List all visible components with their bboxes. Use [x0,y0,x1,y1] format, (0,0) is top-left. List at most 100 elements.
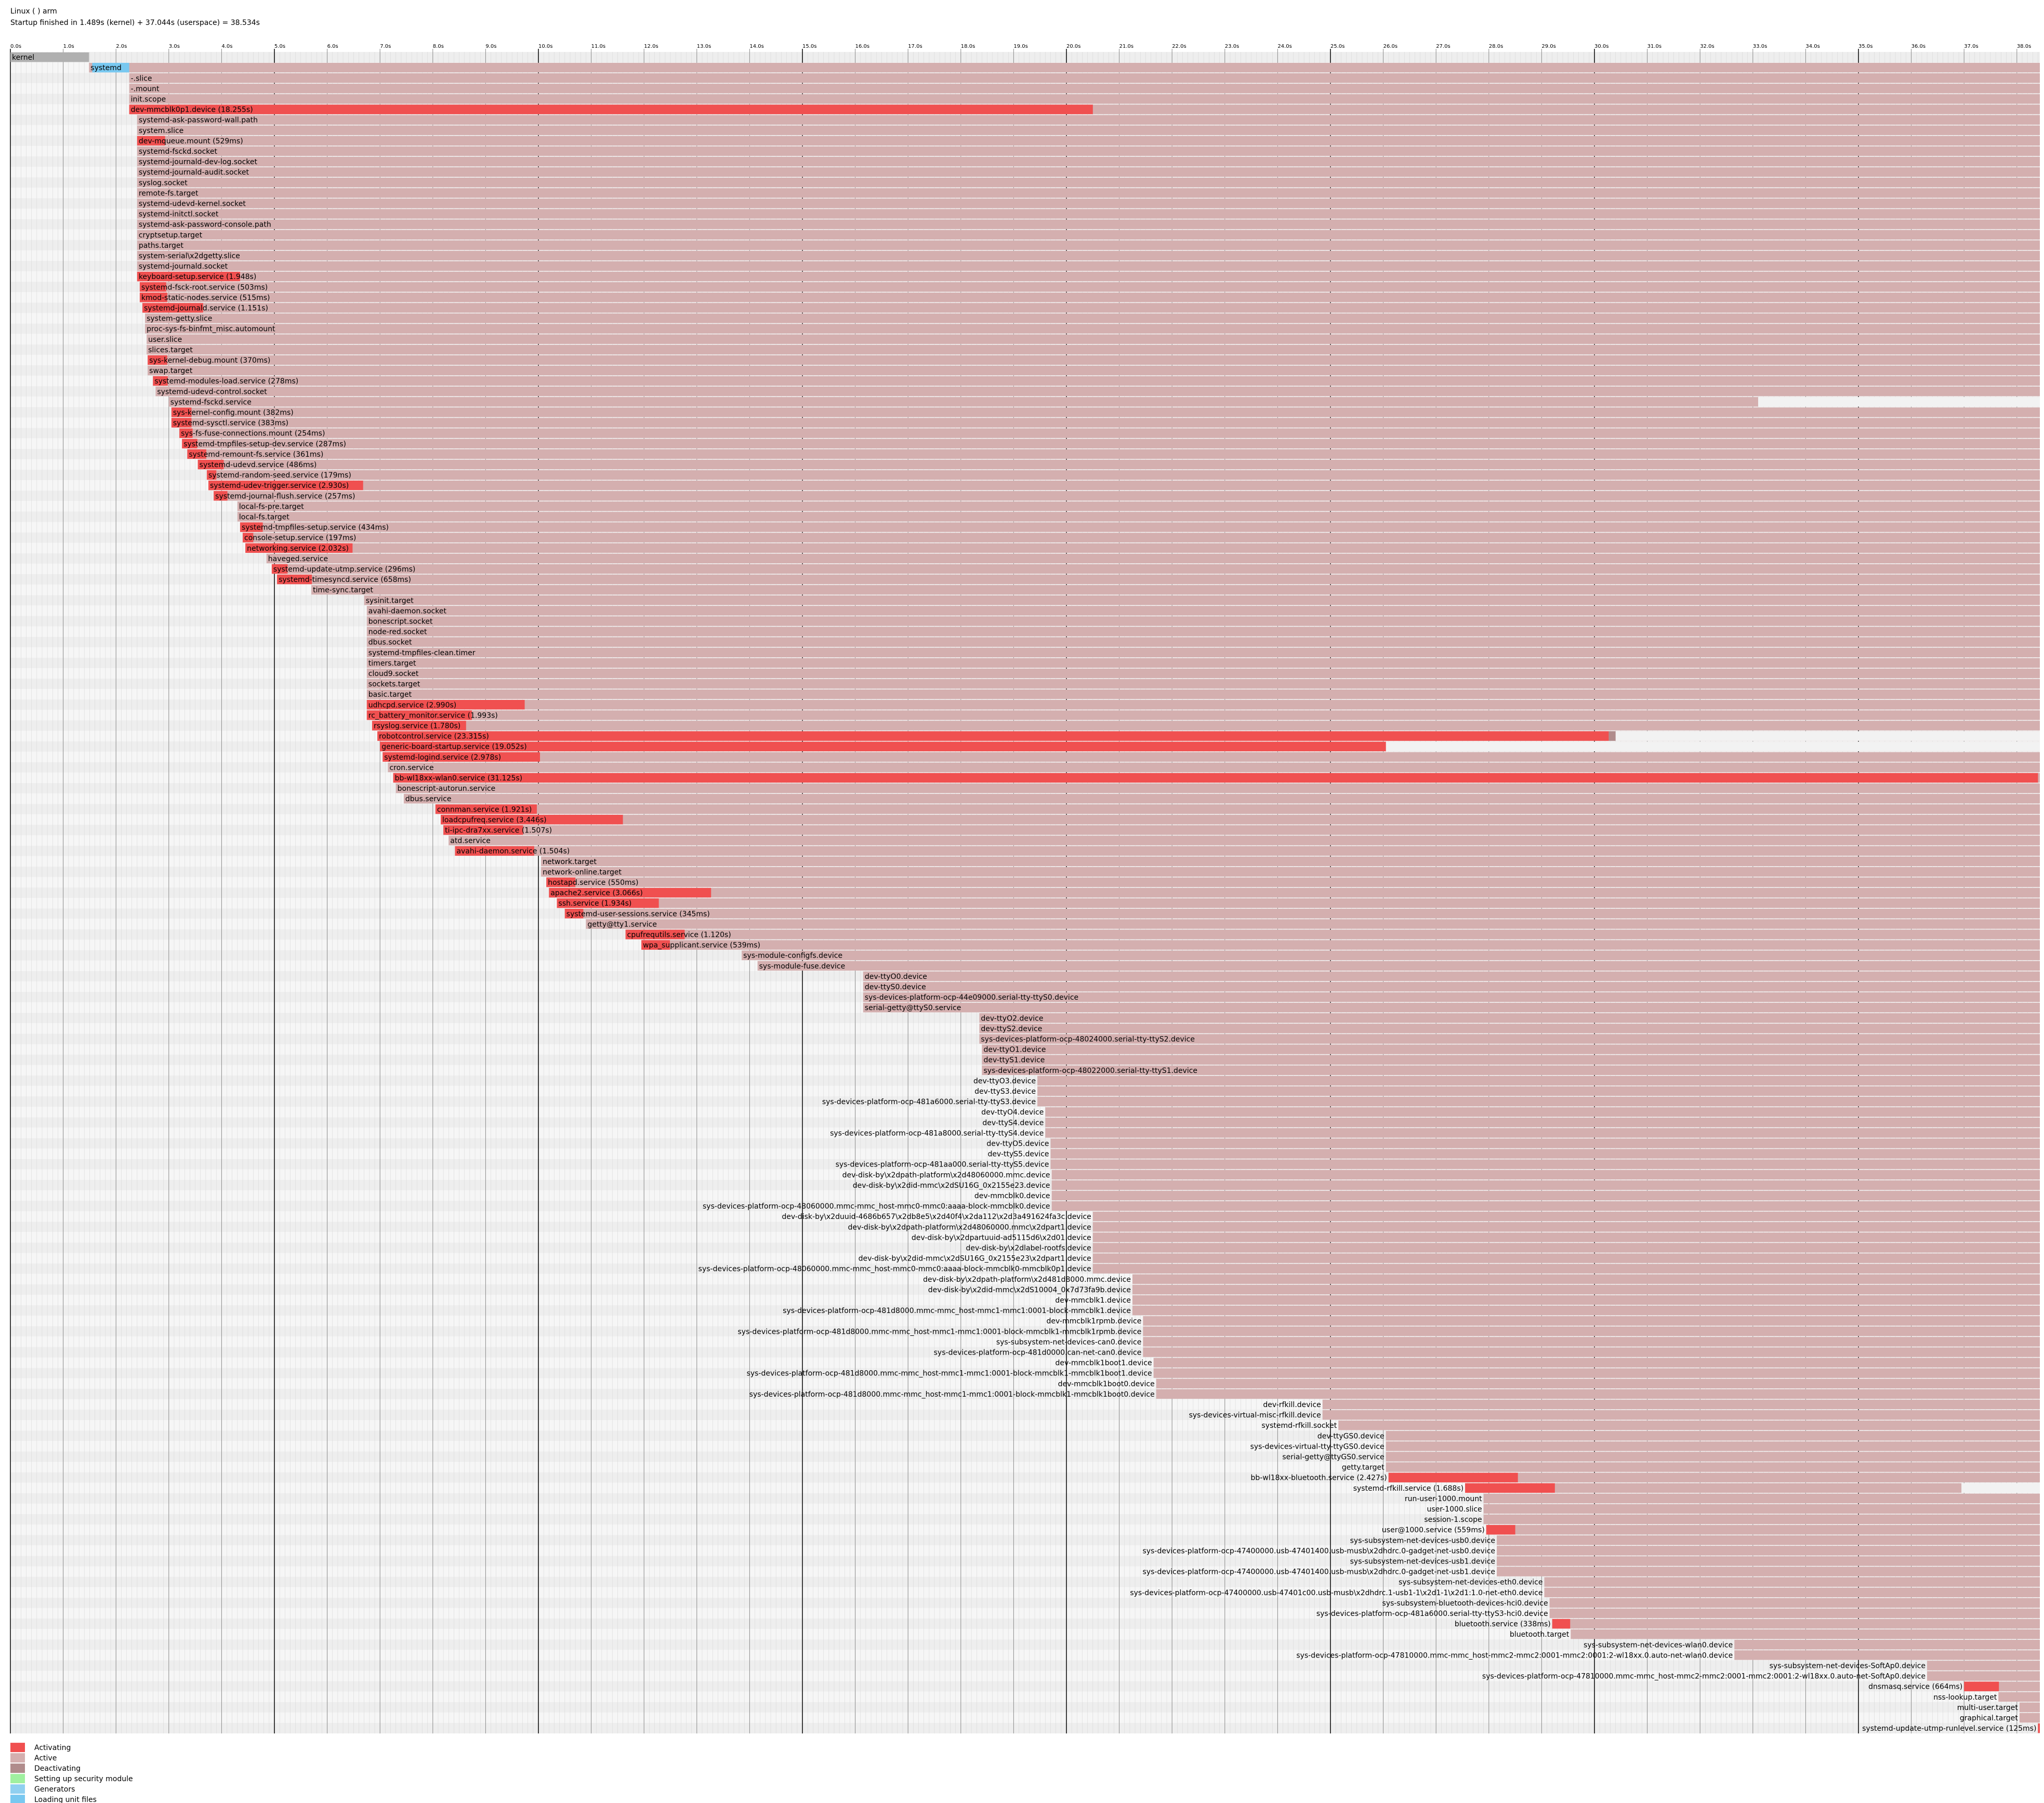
unit-label: systemd-fsckd.service [170,398,252,406]
unit-label: dev-disk-by\x2duuid-4686b657\x2db8e5\x2d… [782,1213,1091,1221]
unit-label: dev-ttyO4.device [981,1108,1044,1117]
unit-label: getty@tty1.service [587,920,657,929]
unit-bar-active [541,867,2040,877]
unit-label: system.slice [139,127,183,135]
unit-label: nss-lookup.target [1933,1693,1997,1702]
unit-label: bluetooth.target [1510,1630,1570,1639]
unit-bar-active [137,188,2040,198]
unit-label: loadcpufreq.service (3.446s) [442,816,547,824]
unit-label: rc_battery_monitor.service (1.993s) [368,711,498,720]
row-background [10,1629,2040,1640]
unit-bar-active [366,658,2040,668]
unit-label: sys-devices-virtual-tty-ttyGS0.device [1250,1442,1384,1451]
unit-bar-inactive [1961,1483,2040,1493]
unit-label: sys-subsystem-net-devices-SoftAp0.device [1770,1662,1926,1671]
unit-label: dev-rfkill.device [1263,1401,1321,1409]
unit-bar-active [179,428,2040,438]
unit-label: user.slice [148,336,182,344]
unit-label: systemd-journald.service (1.151s) [144,304,268,313]
unit-label: dev-ttyS2.device [981,1025,1042,1033]
unit-bar-active [1544,1587,2040,1597]
unit-bar-active [1483,1504,2040,1514]
unit-label: systemd-update-utmp.service (296ms) [273,565,415,574]
unit-bar-active [982,1044,2040,1054]
row-background [10,1723,2040,1734]
unit-bar-loading [92,62,129,73]
unit-bar-active [245,543,2040,553]
unit-label: systemd-timesyncd.service (658ms) [279,576,411,584]
unit-label: serial-getty@ttyGS0.service [1282,1453,1384,1462]
unit-bar-active [1544,1577,2040,1587]
unit-bar-active [541,856,2040,866]
unit-bar-active [1051,1190,2040,1201]
unit-label: sys-devices-platform-ocp-481d8000.mmc-mm… [749,1390,1155,1399]
tick-label: 5.0s [274,44,285,49]
tick-label: 28.0s [1489,44,1503,49]
unit-label: systemd-rfkill.socket [1262,1422,1337,1430]
unit-bar-active [311,585,2040,595]
unit-label: cryptsetup.target [139,231,203,240]
unit-bar-active [366,700,2040,710]
unit-label: systemd-modules-load.service (278ms) [154,377,298,386]
unit-bar-active [1465,1483,2040,1493]
unit-bar-active [1734,1650,2040,1660]
tick-label: 1.0s [63,44,74,49]
unit-label: ssh.service (1.934s) [559,899,632,908]
unit-label: systemd-journald-dev-log.socket [139,158,258,166]
unit-bar-active [982,1065,2040,1075]
unit-bar-active [1497,1556,2040,1566]
unit-label: getty.target [1342,1464,1384,1472]
unit-bar-active [1092,1243,2040,1253]
tick-label: 31.0s [1647,44,1661,49]
unit-bar-active [1153,1368,2040,1378]
unit-bar-activating [243,533,254,542]
unit-bar-active [137,146,2040,156]
tick-label: 17.0s [908,44,922,49]
tick-label: 20.0s [1066,44,1080,49]
unit-bar-activating [455,846,534,856]
unit-bar-activating [435,804,537,814]
unit-label: sys-devices-platform-ocp-47400000.usb-47… [1130,1589,1542,1597]
unit-bar-active [182,439,2040,448]
unit-label: user@1000.service (559ms) [1382,1526,1485,1534]
unit-label: graphical.target [1960,1714,2019,1722]
unit-label: sys-devices-virtual-misc-rfkill.device [1189,1411,1321,1420]
unit-bar-active [395,783,2040,793]
tick-label: 9.0s [485,44,496,49]
unit-bar-activating [245,543,353,553]
unit-bar-active [1045,1128,2040,1138]
unit-bar-activating [1486,1524,1515,1535]
unit-label: dev-mmcblk1rpmb.device [1046,1317,1141,1325]
unit-bar-active [557,898,2040,908]
unit-label: generic-board-startup.service (19.052s) [381,743,526,751]
unit-bar-active [366,710,2040,720]
unit-label: systemd-udevd-kernel.socket [139,200,246,208]
unit-bar-active [1927,1661,2040,1671]
legend-swatch-active [10,1753,25,1763]
unit-label: sys-devices-platform-ocp-48060000.mmc-mm… [703,1202,1050,1211]
unit-label: cron.service [389,764,433,772]
unit-label: sockets.target [368,680,420,688]
unit-label: systemd-ask-password-wall.path [139,116,258,125]
unit-label: dev-disk-by\x2dpath-platform\x2d48060000… [848,1223,1091,1231]
unit-label: sys-devices-platform-ocp-47400000.usb-47… [1143,1568,1496,1576]
tick-label: 16.0s [855,44,869,49]
unit-label: sys-devices-platform-ocp-481a6000.serial… [822,1098,1036,1106]
unit-bar-inactive [1615,731,2040,741]
unit-label: user-1000.slice [1427,1505,1482,1514]
tick-label: 37.0s [1964,44,1978,49]
unit-label: systemd-sysctl.service (383ms) [173,419,288,428]
unit-label: sys-devices-platform-ocp-481d8000.mmc-mm… [747,1370,1152,1378]
unit-label: run-user-1000.mount [1405,1495,1482,1503]
unit-bar-active [208,480,2040,490]
unit-bar-active [1051,1201,2040,1211]
unit-bar-active [1734,1640,2040,1650]
unit-bar-active [1143,1327,2040,1336]
unit-bar-activating [366,710,472,720]
unit-label: node-red.socket [368,628,427,637]
unit-bar-activating [546,877,576,887]
unit-bar-active [187,449,2040,459]
unit-label: sys-devices-platform-ocp-47810000.mmc-mm… [1482,1673,1926,1681]
unit-label: timers.target [368,659,416,668]
